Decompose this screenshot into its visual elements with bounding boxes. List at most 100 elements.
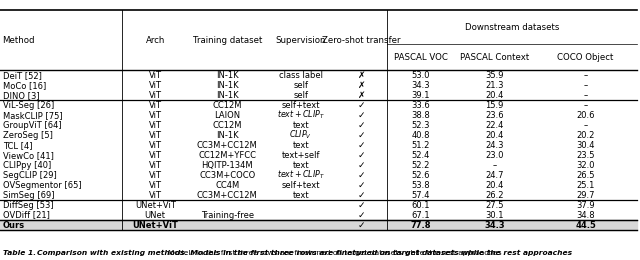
Text: ✓: ✓ — [358, 101, 365, 110]
Text: 32.0: 32.0 — [577, 161, 595, 170]
Text: 27.5: 27.5 — [485, 201, 504, 210]
Text: 23.6: 23.6 — [485, 111, 504, 120]
Text: IN-1K: IN-1K — [216, 131, 239, 140]
Text: ✓: ✓ — [358, 161, 365, 170]
Text: ViT: ViT — [148, 81, 162, 90]
Text: 25.1: 25.1 — [577, 181, 595, 190]
Text: text+self: text+self — [282, 151, 320, 160]
Text: 20.2: 20.2 — [577, 131, 595, 140]
Text: 33.6: 33.6 — [412, 101, 430, 110]
Text: CC12M: CC12M — [212, 101, 242, 110]
Text: UNet: UNet — [145, 211, 166, 220]
Text: 24.3: 24.3 — [485, 141, 504, 150]
Bar — [0, 220, 637, 230]
Text: SimSeg [69]: SimSeg [69] — [3, 191, 54, 200]
Text: UNet+ViT: UNet+ViT — [135, 201, 175, 210]
Text: COCO Object: COCO Object — [557, 53, 614, 62]
Text: 37.9: 37.9 — [576, 201, 595, 210]
Text: 29.7: 29.7 — [577, 191, 595, 200]
Text: ✗: ✗ — [358, 81, 365, 90]
Text: ✓: ✓ — [358, 220, 365, 230]
Text: 21.3: 21.3 — [485, 81, 504, 90]
Text: ✓: ✓ — [358, 151, 365, 160]
Text: CC3M+COCO: CC3M+COCO — [199, 171, 255, 180]
Text: DeiT [52]: DeiT [52] — [3, 71, 42, 80]
Text: ViT: ViT — [148, 171, 162, 180]
Text: 20.4: 20.4 — [485, 91, 504, 100]
Text: OVSegmentor [65]: OVSegmentor [65] — [3, 181, 81, 190]
Text: 77.8: 77.8 — [410, 220, 431, 230]
Text: 51.2: 51.2 — [412, 141, 430, 150]
Text: 20.4: 20.4 — [485, 131, 504, 140]
Text: 53.0: 53.0 — [412, 71, 430, 80]
Text: PASCAL Context: PASCAL Context — [460, 53, 529, 62]
Text: OVDiff [21]: OVDiff [21] — [3, 211, 49, 220]
Text: text: text — [292, 191, 309, 200]
Text: –: – — [584, 81, 588, 90]
Text: 30.1: 30.1 — [485, 211, 504, 220]
Text: 30.4: 30.4 — [577, 141, 595, 150]
Text: ViT: ViT — [148, 121, 162, 130]
Text: ViT: ViT — [148, 101, 162, 110]
Text: Zero-shot transfer: Zero-shot transfer — [323, 36, 401, 45]
Text: Ours: Ours — [3, 220, 25, 230]
Text: Supervision: Supervision — [276, 36, 326, 45]
Text: 23.0: 23.0 — [485, 151, 504, 160]
Text: CC4M: CC4M — [215, 181, 239, 190]
Text: ViT: ViT — [148, 181, 162, 190]
Text: text: text — [292, 141, 309, 150]
Text: ViL-Seg [26]: ViL-Seg [26] — [3, 101, 54, 110]
Text: $\mathit{CLIP}_V$: $\mathit{CLIP}_V$ — [289, 129, 312, 141]
Text: –: – — [584, 101, 588, 110]
Text: 40.8: 40.8 — [412, 131, 430, 140]
Text: Training dataset: Training dataset — [193, 36, 262, 45]
Text: 44.5: 44.5 — [575, 220, 596, 230]
Text: DINO [3]: DINO [3] — [3, 91, 39, 100]
Text: 52.6: 52.6 — [412, 171, 430, 180]
Text: 20.4: 20.4 — [485, 181, 504, 190]
Text: 34.3: 34.3 — [412, 81, 430, 90]
Text: ViewCo [41]: ViewCo [41] — [3, 151, 53, 160]
Text: class label: class label — [279, 71, 323, 80]
Text: self: self — [293, 81, 308, 90]
Text: ✗: ✗ — [358, 71, 365, 80]
Text: –: – — [584, 91, 588, 100]
Text: TCL [4]: TCL [4] — [3, 141, 32, 150]
Text: IN-1K: IN-1K — [216, 81, 239, 90]
Text: 26.5: 26.5 — [577, 171, 595, 180]
Text: ViT: ViT — [148, 131, 162, 140]
Text: 57.4: 57.4 — [412, 191, 430, 200]
Text: 35.9: 35.9 — [485, 71, 504, 80]
Text: CC3M+CC12M: CC3M+CC12M — [197, 191, 257, 200]
Text: Training-free: Training-free — [200, 211, 254, 220]
Text: CC12M+YFCC: CC12M+YFCC — [198, 151, 256, 160]
Text: 52.3: 52.3 — [412, 121, 430, 130]
Text: –: – — [492, 161, 497, 170]
Text: ViT: ViT — [148, 191, 162, 200]
Text: –: – — [584, 121, 588, 130]
Text: MaskCLIP [75]: MaskCLIP [75] — [3, 111, 62, 120]
Text: 23.5: 23.5 — [577, 151, 595, 160]
Text: 34.8: 34.8 — [576, 211, 595, 220]
Text: PASCAL VOC: PASCAL VOC — [394, 53, 448, 62]
Text: ✓: ✓ — [358, 181, 365, 190]
Text: ✓: ✓ — [358, 211, 365, 220]
Text: $\mathit{text + CLIP}_T$: $\mathit{text + CLIP}_T$ — [276, 109, 325, 121]
Text: DiffSeg [53]: DiffSeg [53] — [3, 201, 53, 210]
Text: self+text: self+text — [282, 101, 320, 110]
Text: –: – — [584, 71, 588, 80]
Text: 15.9: 15.9 — [485, 101, 504, 110]
Text: 38.8: 38.8 — [412, 111, 430, 120]
Text: Method: Method — [3, 36, 35, 45]
Text: $\mathit{text + CLIP}_T$: $\mathit{text + CLIP}_T$ — [276, 169, 325, 181]
Text: SegCLIP [29]: SegCLIP [29] — [3, 171, 56, 180]
Text: ZeroSeg [5]: ZeroSeg [5] — [3, 131, 52, 140]
Text: Comparison with existing methods. Models in the first three rows are finetuned o: Comparison with existing methods. Models… — [37, 250, 572, 256]
Text: ✓: ✓ — [358, 171, 365, 180]
Text: ✓: ✓ — [358, 201, 365, 210]
Text: 22.4: 22.4 — [485, 121, 504, 130]
Text: 20.6: 20.6 — [577, 111, 595, 120]
Text: 26.2: 26.2 — [485, 191, 504, 200]
Text: Table 1.: Table 1. — [3, 250, 36, 256]
Text: ViT: ViT — [148, 141, 162, 150]
